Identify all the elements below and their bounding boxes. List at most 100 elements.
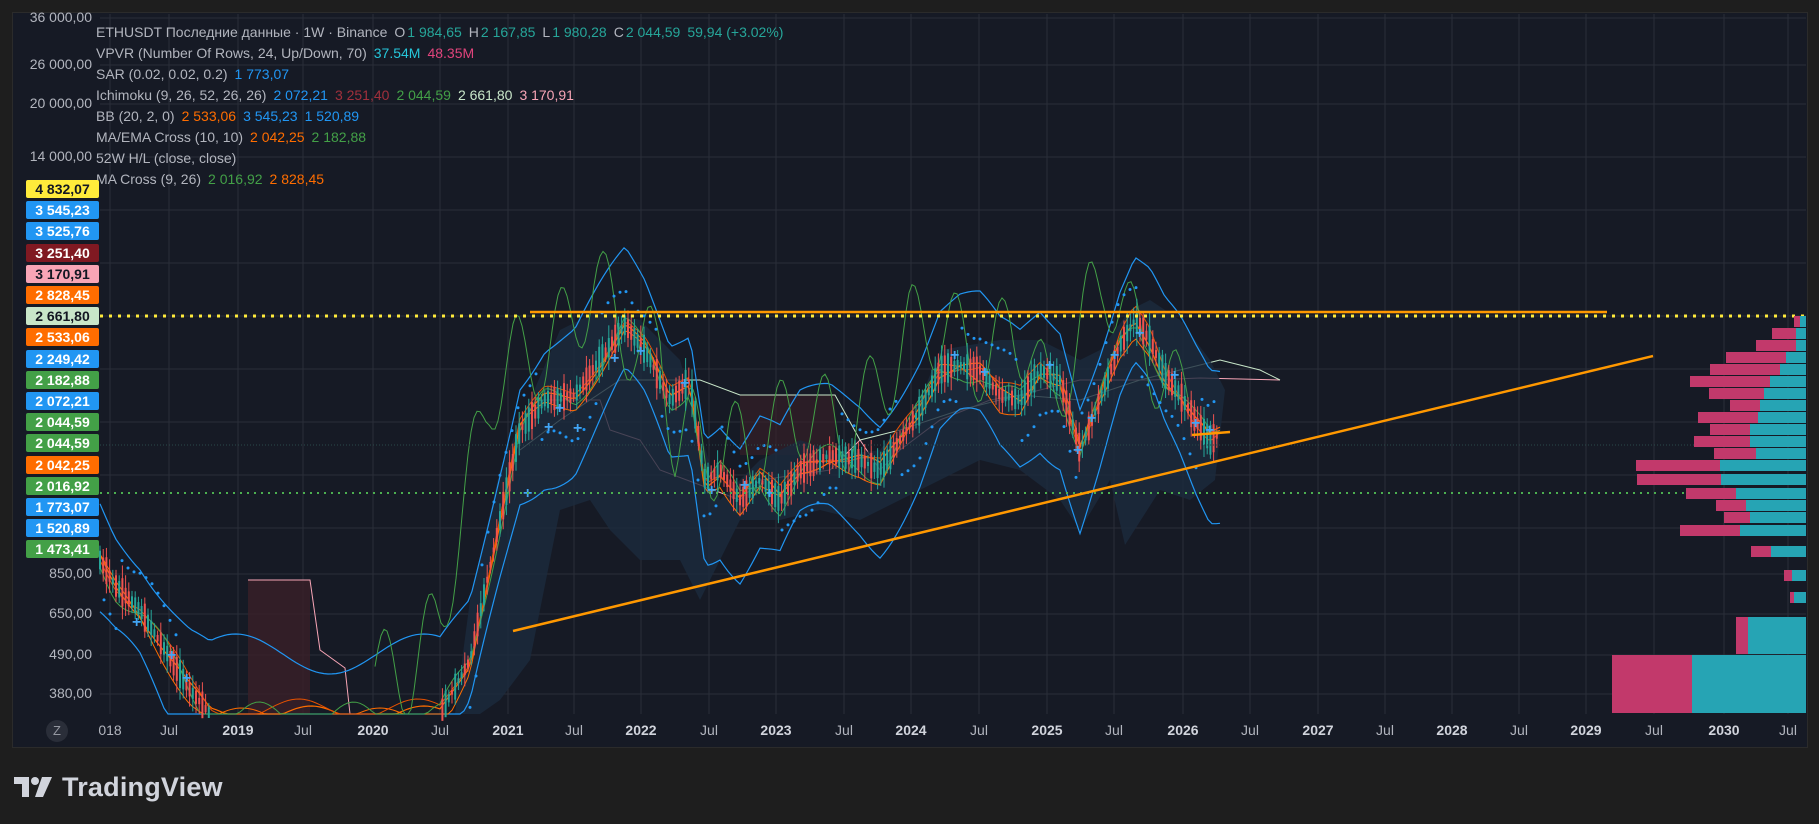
ma-cross-marker: + bbox=[1045, 357, 1054, 374]
sar-dot bbox=[858, 428, 862, 432]
sar-dot bbox=[492, 500, 496, 504]
sar-dot bbox=[654, 327, 658, 331]
candle-body bbox=[1187, 403, 1189, 414]
legend-maema-name: MA/EMA Cross (10, 10) bbox=[96, 129, 244, 145]
candle-body bbox=[1023, 380, 1026, 406]
price-scale-label: 2 042,25 bbox=[26, 455, 99, 474]
volume-profile-bar-up bbox=[1796, 328, 1806, 339]
candle-body bbox=[851, 449, 853, 469]
sar-dot bbox=[1122, 293, 1126, 297]
candle-body bbox=[1177, 385, 1180, 401]
candle-body bbox=[1046, 367, 1049, 380]
candle-body bbox=[979, 365, 981, 375]
candle-body bbox=[175, 656, 178, 681]
sar-dot bbox=[840, 412, 844, 416]
candle-body bbox=[1148, 325, 1151, 354]
sar-dot bbox=[1008, 351, 1012, 355]
candle-body bbox=[1059, 375, 1061, 385]
sar-dot bbox=[624, 290, 628, 294]
sar-dot bbox=[834, 486, 838, 490]
candle-body bbox=[1033, 364, 1036, 393]
volume-profile-bar-down bbox=[1784, 570, 1792, 581]
time-axis-tick: Jul bbox=[1376, 722, 1394, 738]
candle-body bbox=[534, 404, 537, 419]
candle-body bbox=[131, 596, 133, 608]
candle-body bbox=[457, 678, 460, 684]
price-scale-label: 2 044,59 bbox=[26, 434, 99, 453]
sar-dot bbox=[1062, 425, 1066, 429]
candle-body bbox=[966, 354, 969, 380]
candle-body bbox=[1081, 441, 1084, 447]
sar-dot bbox=[480, 563, 484, 567]
time-axis-tick: 2021 bbox=[492, 722, 524, 738]
candle-body bbox=[831, 450, 834, 461]
legend-vpvr-row[interactable]: VPVR (Number Of Rows, 24, Up/Down, 70) 37… bbox=[96, 43, 790, 64]
sar-dot bbox=[114, 627, 118, 631]
candle-body bbox=[668, 394, 671, 405]
legend-maema-v1: 2 042,25 bbox=[250, 129, 305, 145]
legend-sar-row[interactable]: SAR (0.02, 0.02, 0.2) 1 773,07 bbox=[96, 64, 790, 85]
candle-body bbox=[1007, 394, 1010, 401]
legend-52w-row[interactable]: 52W H/L (close, close) bbox=[96, 148, 790, 169]
zoom-reset-button[interactable]: Z bbox=[46, 720, 68, 742]
candle-body bbox=[694, 400, 697, 429]
candle-body bbox=[998, 389, 1001, 399]
candle-body bbox=[1161, 354, 1164, 384]
candle-body bbox=[1123, 326, 1125, 350]
sar-dot bbox=[672, 430, 676, 434]
candle-body bbox=[620, 326, 623, 334]
sar-dot bbox=[1026, 433, 1030, 437]
legend-low: 1 980,28 bbox=[552, 24, 607, 40]
sar-dot bbox=[816, 501, 820, 505]
price-scale-label: 1 773,07 bbox=[26, 498, 99, 516]
legend-ichimoku-row[interactable]: Ichimoku (9, 26, 52, 26, 26) 2 072,21 3 25… bbox=[96, 85, 790, 106]
sar-dot bbox=[1200, 397, 1204, 401]
legend-maema-v2: 2 182,88 bbox=[311, 129, 367, 145]
candle-body bbox=[1097, 393, 1100, 415]
sar-dot bbox=[780, 528, 784, 532]
sar-dot bbox=[948, 398, 952, 402]
legend-macross-row[interactable]: MA Cross (9, 26) 2 016,92 2 828,45 bbox=[96, 169, 790, 190]
ma-cross-marker: + bbox=[1135, 325, 1144, 342]
price-axis-tick: 20 000,00 bbox=[29, 95, 92, 111]
sar-dot bbox=[822, 493, 826, 497]
sar-dot bbox=[156, 591, 160, 595]
legend-bb-lower: 1 520,89 bbox=[304, 108, 360, 124]
candle-body bbox=[1206, 424, 1209, 449]
tradingview-brand[interactable]: TradingView bbox=[14, 770, 223, 804]
legend-symbol-row[interactable]: ETHUSDT Последние данные · 1W · Binance O… bbox=[96, 22, 790, 43]
sar-dot bbox=[894, 399, 898, 403]
volume-profile-bar-down bbox=[1637, 474, 1721, 485]
sar-dot bbox=[666, 427, 670, 431]
candle-body bbox=[182, 668, 185, 690]
time-axis-tick: 2028 bbox=[1436, 722, 1468, 738]
sar-dot bbox=[1038, 413, 1042, 417]
candle-body bbox=[572, 392, 575, 398]
candle-body bbox=[127, 591, 130, 607]
bollinger-upper-line bbox=[99, 246, 1221, 675]
candle-body bbox=[633, 327, 636, 346]
candle-body bbox=[1004, 391, 1007, 402]
candle-body bbox=[614, 324, 617, 353]
chart-area[interactable] bbox=[12, 12, 1808, 748]
time-axis-tick: 2023 bbox=[760, 722, 792, 738]
sar-dot bbox=[1128, 287, 1132, 291]
legend-maema-row[interactable]: MA/EMA Cross (10, 10) 2 042,25 2 182,88 bbox=[96, 127, 790, 148]
candle-body bbox=[134, 597, 137, 613]
time-axis-tick: Jul bbox=[835, 722, 853, 738]
sar-dot bbox=[996, 346, 1000, 350]
legend-open: 1 984,65 bbox=[407, 24, 462, 40]
volume-profile-bar-up bbox=[1760, 400, 1806, 411]
candle-body bbox=[1062, 380, 1065, 403]
sar-dot bbox=[540, 438, 544, 442]
ma-cross-marker: + bbox=[573, 420, 582, 437]
candle-body bbox=[591, 365, 594, 376]
candle-body bbox=[643, 334, 645, 363]
sar-dot bbox=[1164, 409, 1168, 413]
legend-bb-row[interactable]: BB (20, 2, 0) 2 533,06 3 545,23 1 520,89 bbox=[96, 106, 790, 127]
bollinger-band-fill bbox=[455, 300, 1225, 714]
sar-dot bbox=[588, 415, 592, 419]
candle-body bbox=[972, 356, 975, 380]
sar-dot bbox=[1146, 383, 1150, 387]
